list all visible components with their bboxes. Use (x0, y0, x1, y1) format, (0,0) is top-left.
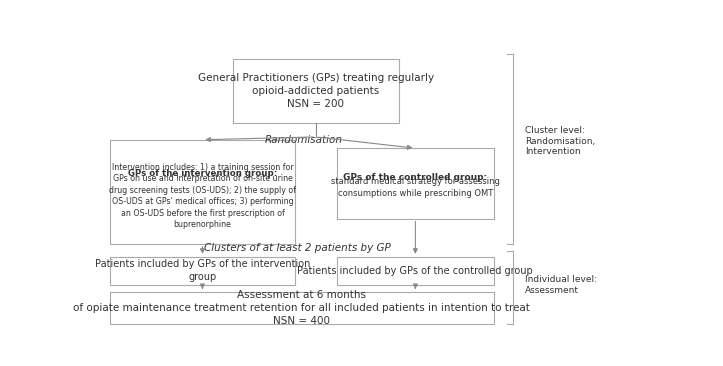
FancyBboxPatch shape (234, 59, 398, 123)
Text: Patients included by GPs of the intervention
group: Patients included by GPs of the interven… (95, 259, 310, 282)
FancyBboxPatch shape (337, 148, 494, 219)
FancyBboxPatch shape (337, 257, 494, 285)
Text: standard medical strategy for assessing
consumptions while prescribing OMT: standard medical strategy for assessing … (331, 178, 500, 198)
Text: Individual level:
Assessment: Individual level: Assessment (525, 275, 596, 295)
Text: Clusters of at least 2 patients by GP: Clusters of at least 2 patients by GP (205, 243, 391, 253)
Text: Patients included by GPs of the controlled group: Patients included by GPs of the controll… (297, 266, 534, 276)
FancyBboxPatch shape (110, 140, 295, 244)
Text: Cluster level:
Randomisation,
Intervention: Cluster level: Randomisation, Interventi… (525, 126, 595, 156)
FancyBboxPatch shape (110, 257, 295, 285)
Text: Assessment at 6 months
of opiate maintenance treatment retention for all include: Assessment at 6 months of opiate mainten… (74, 290, 531, 326)
FancyBboxPatch shape (110, 292, 494, 324)
Text: Intervention includes: 1) a training session for
GPs on use and Interpretation o: Intervention includes: 1) a training ses… (109, 163, 296, 229)
Text: GPs of the intervention group:: GPs of the intervention group: (128, 169, 277, 178)
Text: Randomisation: Randomisation (265, 135, 342, 145)
Text: GPs of the controlled group:: GPs of the controlled group: (343, 173, 487, 182)
Text: General Practitioners (GPs) treating regularly
opioid-addicted patients
NSN = 20: General Practitioners (GPs) treating reg… (198, 73, 434, 109)
